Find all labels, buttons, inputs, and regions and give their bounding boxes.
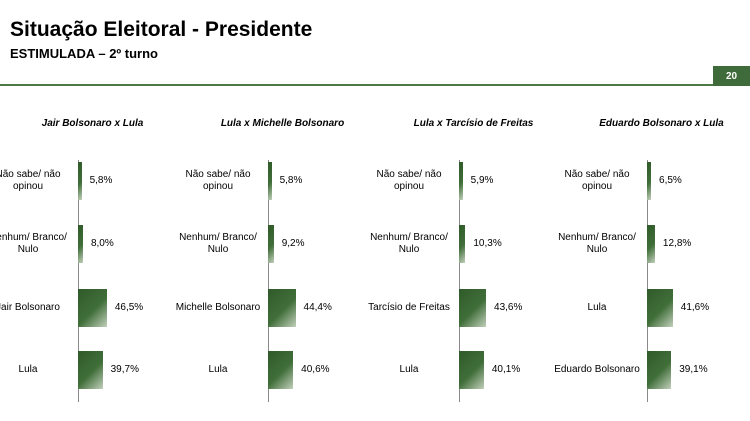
bar (268, 351, 294, 389)
chart-title: Eduardo Bolsonaro x Lula (599, 118, 724, 129)
value-label: 6,5% (659, 175, 682, 186)
category-label: Nenhum/ Branco/ Nulo (370, 232, 448, 255)
category-label: Eduardo Bolsonaro (554, 364, 640, 375)
bar (647, 289, 673, 327)
bar (268, 289, 296, 327)
value-label: 40,1% (491, 364, 521, 375)
page-number-badge: 20 (713, 66, 750, 86)
bar (647, 225, 655, 263)
chart-panel-1: Jair Bolsonaro x Lula Não sabe/ não opino… (0, 110, 185, 410)
bar (78, 225, 83, 263)
category-axis (647, 160, 648, 402)
chart-panel-2: Lula x Michelle Bolsonaro Não sabe/ não o… (176, 110, 375, 410)
value-label: 10,3% (473, 238, 502, 249)
chart-panel-3: Lula x Tarcísio de Freitas Não sabe/ não … (368, 110, 566, 410)
value-label: 39,1% (679, 364, 708, 375)
value-label: 39,7% (110, 364, 139, 375)
value-label: 12,8% (662, 238, 692, 249)
category-label: Não sabe/ não opinou (0, 169, 61, 192)
category-label: Nenhum/ Branco/ Nulo (558, 232, 636, 255)
category-label: Lula (587, 302, 607, 313)
bar (647, 162, 652, 200)
bar (459, 225, 466, 263)
category-label: Não sabe/ não opinou (185, 169, 251, 192)
value-label: 5,8% (89, 175, 113, 186)
bar (78, 289, 107, 327)
category-label: Jair Bolsonaro (0, 302, 60, 313)
bar (268, 225, 274, 263)
value-label: 40,6% (301, 364, 330, 375)
category-label: Michelle Bolsonaro (175, 302, 261, 313)
category-axis (78, 160, 79, 402)
value-label: 43,6% (494, 302, 523, 313)
bar (459, 351, 484, 389)
bar (78, 351, 103, 389)
chart-title: Lula x Michelle Bolsonaro (220, 118, 345, 129)
category-label: Lula (18, 364, 38, 375)
chart-title: Jair Bolsonaro x Lula (41, 118, 144, 129)
category-label: Não sabe/ não opinou (376, 169, 442, 192)
value-label: 41,6% (680, 302, 710, 313)
page-subtitle: ESTIMULADA – 2º turno (10, 46, 158, 61)
value-label: 8,0% (90, 238, 114, 249)
page-title: Situação Eleitoral - Presidente (10, 18, 313, 41)
category-label: Nenhum/ Branco/ Nulo (0, 232, 67, 255)
bar (459, 162, 463, 200)
bar (459, 289, 487, 327)
header-divider (0, 84, 713, 86)
value-label: 9,2% (281, 238, 305, 249)
category-label: Tarcísio de Freitas (368, 302, 450, 313)
category-label: Lula (399, 364, 419, 375)
chart-panel-4: Eduardo Bolsonaro x Lula Não sabe/ não op… (554, 110, 750, 410)
category-label: Não sabe/ não opinou (564, 169, 630, 192)
value-label: 46,5% (114, 302, 144, 313)
value-label: 44,4% (303, 302, 332, 313)
value-label: 5,9% (470, 175, 494, 186)
bar (268, 162, 272, 200)
category-axis (459, 160, 460, 402)
category-label: Lula (208, 364, 228, 375)
bar (78, 162, 82, 200)
chart-title: Lula x Tarcísio de Freitas (413, 118, 534, 129)
bar (647, 351, 672, 389)
category-axis (268, 160, 269, 402)
value-label: 5,8% (279, 175, 303, 186)
category-label: Nenhum/ Branco/ Nulo (179, 232, 257, 255)
